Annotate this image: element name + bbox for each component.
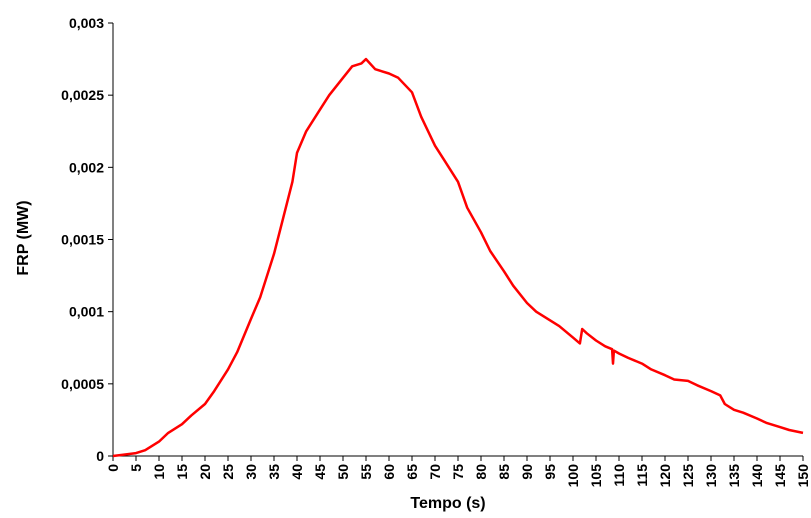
x-tick-label: 110 [611,464,627,487]
x-tick-label: 150 [795,464,811,488]
series-layer [112,57,804,458]
x-tick-label: 115 [634,464,650,487]
y-tick-label: 0,0015 [61,232,104,248]
x-axis: 0 5 10 15 20 25 30 35 40 45 50 55 60 65 70 75 80 85 90 95 10… [105,455,811,488]
x-tick-label: 50 [335,464,351,480]
x-tick-label: 125 [680,464,696,488]
x-tick-label: 5 [128,464,144,472]
x-tick-label: 40 [289,464,305,480]
x-tick-label: 30 [243,464,259,480]
x-tick-label: 25 [220,464,236,480]
y-tick-label: 0,001 [69,304,104,320]
x-tick-label: 60 [381,464,397,480]
y-tick-label: 0,003 [69,15,104,31]
y-axis: 0 0,0005 0,001 0,0015 0,002 0,0025 0,003 [61,15,114,464]
y-tick-label: 0 [96,448,104,464]
y-tick-label: 0,0005 [61,376,104,392]
x-tick-label: 0 [105,464,121,472]
x-tick-label: 100 [565,464,581,488]
y-axis-title: FRP (MW) [15,200,32,275]
x-tick-label: 75 [450,464,466,480]
x-tick-label: 35 [266,464,282,480]
x-tick-label: 80 [473,464,489,480]
x-tick-label: 130 [703,464,719,488]
y-tick-label: 0,0025 [61,87,104,103]
x-tick-label: 120 [657,464,673,488]
x-tick-label: 65 [404,464,420,480]
x-tick-label: 10 [151,464,167,480]
x-tick-label: 20 [197,464,213,480]
series-line-0 [112,57,804,458]
x-tick-label: 135 [726,464,742,488]
x-tick-label: 55 [358,464,374,480]
x-tick-label: 45 [312,464,328,480]
x-tick-label: 95 [542,464,558,480]
x-tick-label: 145 [772,464,788,488]
x-tick-label: 140 [749,464,765,488]
x-tick-label: 90 [519,464,535,480]
x-tick-label: 70 [427,464,443,480]
x-tick-label: 15 [174,464,190,480]
x-tick-label: 85 [496,464,512,480]
x-tick-label: 105 [588,464,604,488]
x-axis-title: Tempo (s) [410,495,485,512]
y-tick-label: 0,002 [69,159,104,175]
